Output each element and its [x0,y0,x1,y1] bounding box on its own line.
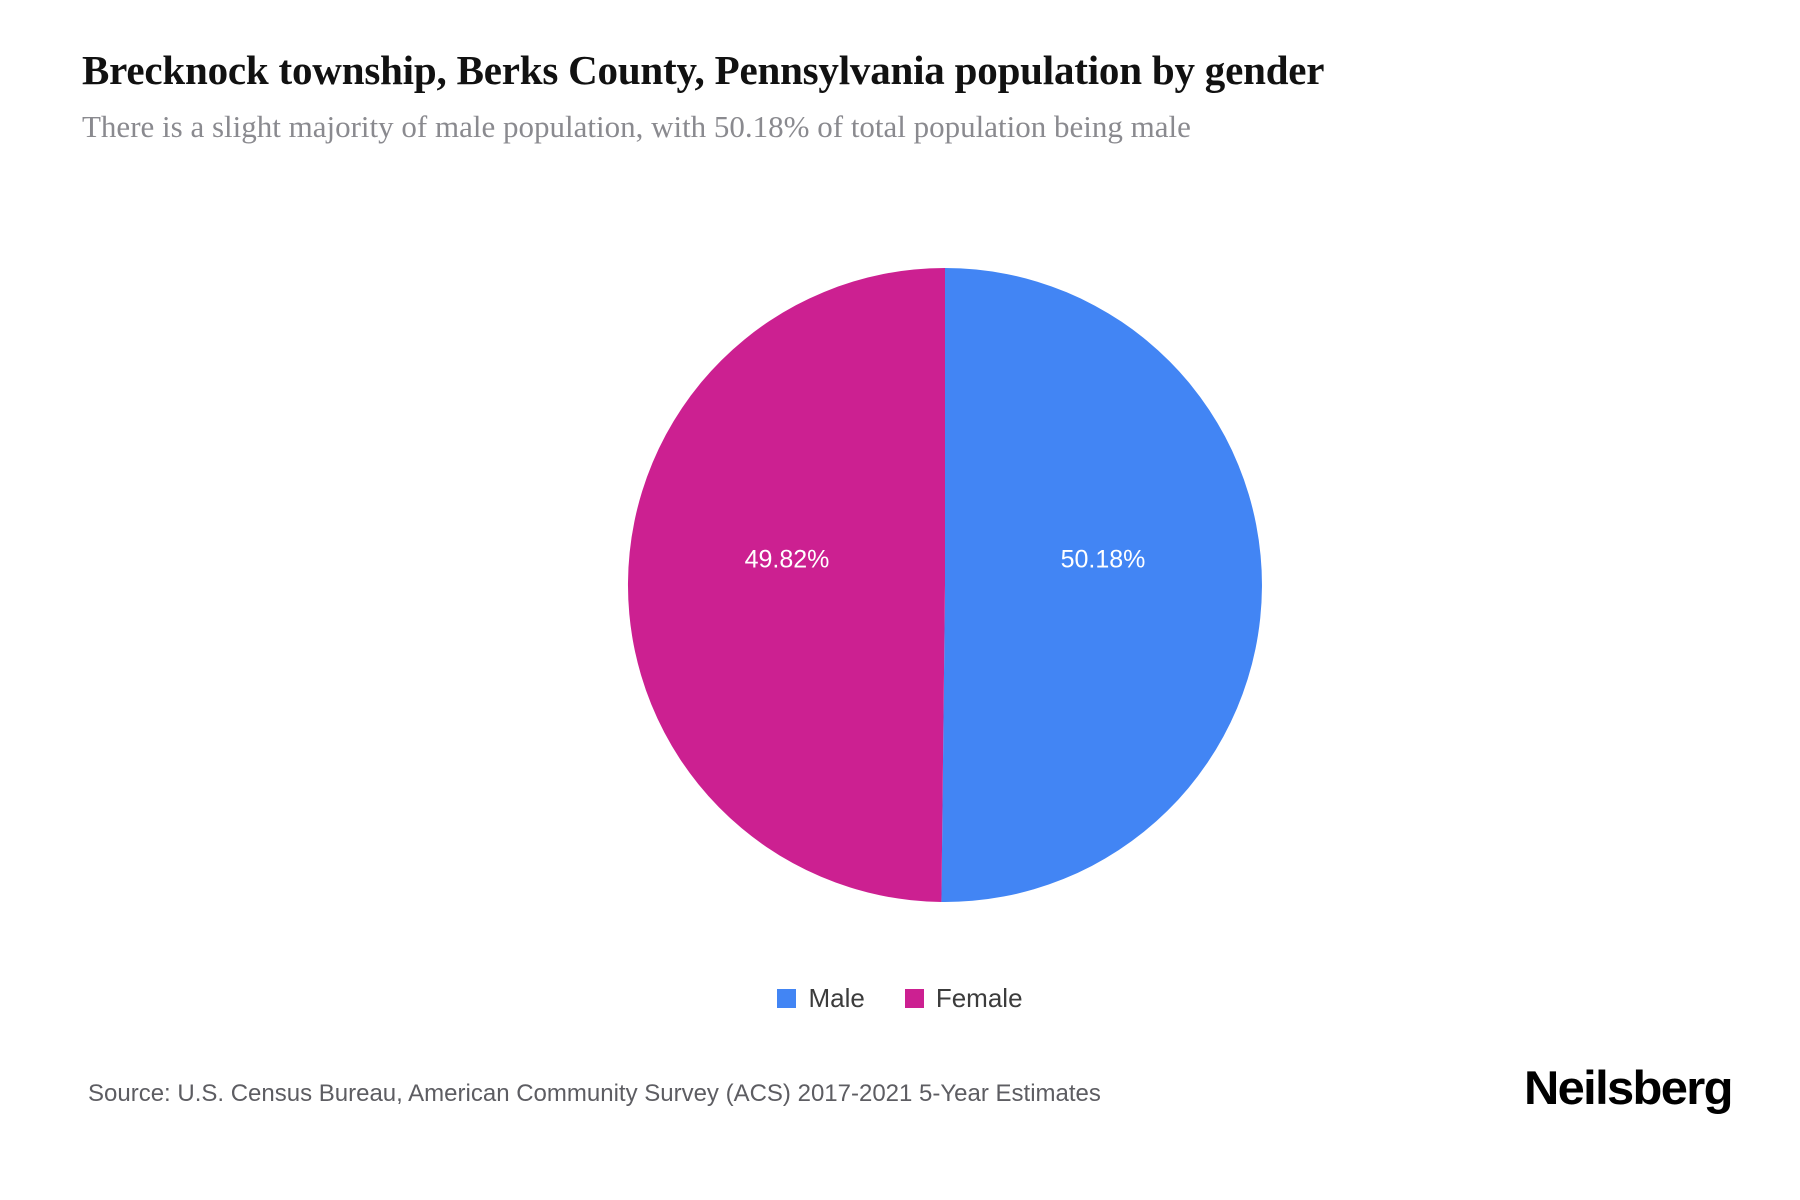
pie-label-male: 50.18% [1061,546,1146,574]
pie-slice-female[interactable] [627,267,945,902]
legend-item-male[interactable]: Male [777,983,865,1013]
chart-subtitle: There is a slight majority of male popul… [82,108,1191,144]
brand-logo: Neilsberg [1524,1061,1733,1114]
legend-swatch-male-icon [777,988,797,1008]
source-attribution: Source: U.S. Census Bureau, American Com… [88,1080,1101,1107]
pie-chart-svg: 50.18% 49.82% [627,267,1262,902]
chart-legend: Male Female [0,985,1800,1011]
legend-label-female: Female [935,983,1023,1013]
legend-swatch-female-icon [904,988,924,1008]
pie-slice-male[interactable] [941,268,1262,902]
pie-label-female: 49.82% [745,546,830,574]
chart-header: Brecknock township, Berks County, Pennsy… [82,47,1742,145]
plot-area: 50.18% 49.82% [0,200,1800,960]
legend-label-male: Male [808,983,865,1013]
legend-item-female[interactable]: Female [904,983,1023,1013]
chart-footer: Source: U.S. Census Bureau, American Com… [0,1061,1800,1142]
pie-chart: 50.18% 49.82% [627,267,1262,902]
page-title: Brecknock township, Berks County, Pennsy… [82,47,1325,93]
